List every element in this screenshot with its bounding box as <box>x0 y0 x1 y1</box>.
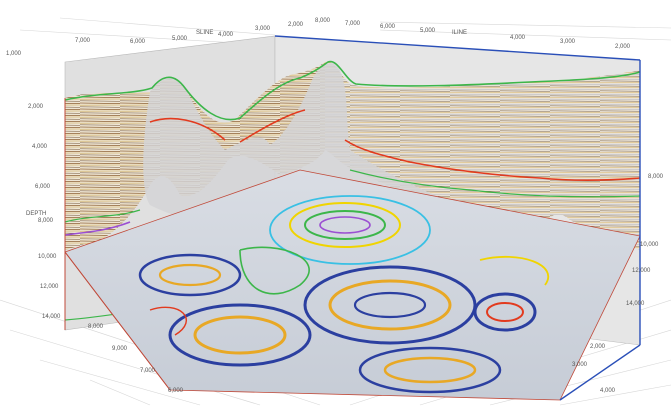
right-depth-tick: 8,000 <box>648 174 664 180</box>
bottom-right-tick: 3,000 <box>572 362 588 368</box>
top-right-tick: 3,000 <box>560 39 576 45</box>
green-horizon-low <box>64 169 641 223</box>
left-depth-tick: 14,000 <box>42 314 61 320</box>
top-far-tick: 3,000 <box>255 26 271 32</box>
bottom-right-tick: 2,000 <box>590 344 606 350</box>
top-far-tick: 7,000 <box>75 38 91 44</box>
top-right-tick: 6,000 <box>380 24 396 30</box>
left-depth-tick: 8,000 <box>38 218 54 224</box>
bottom-left-tick: 6,000 <box>168 388 184 394</box>
bottom-right-tick: 4,000 <box>600 388 616 394</box>
left-depth-tick: 10,000 <box>38 254 57 260</box>
top-right-tick: 4,000 <box>510 35 526 41</box>
left-depth-title: DEPTH <box>26 211 46 217</box>
bottom-left-tick: 7,000 <box>140 368 156 374</box>
right-depth-tick: 10,000 <box>640 242 659 248</box>
top-far-tick: 5,000 <box>172 36 188 42</box>
top-far-tick: 2,000 <box>288 22 304 28</box>
crossline-seismic-section <box>325 61 640 251</box>
top-far-tick: 6,000 <box>130 39 146 45</box>
cube-frame-red <box>64 98 171 391</box>
bottom-left-tick: 8,000 <box>88 324 104 330</box>
cube-frame <box>274 35 641 401</box>
horizon-lines <box>64 60 641 321</box>
right-depth-tick: 12,000 <box>632 268 651 274</box>
red-horizon <box>149 109 641 182</box>
top-left-corner-tick: 1,000 <box>6 51 22 57</box>
bottom-left-tick: 9,000 <box>112 346 128 352</box>
left-depth-tick: 6,000 <box>35 184 51 190</box>
top-right-tick: 2,000 <box>615 44 631 50</box>
top-right-tick: 7,000 <box>345 21 361 27</box>
top-right-tick: 5,000 <box>420 28 436 34</box>
right-depth-tick: 14,000 <box>626 301 645 307</box>
top-right-tick: 8,000 <box>315 18 331 24</box>
axis-title-sline: SLINE <box>196 30 213 36</box>
left-depth-tick: 2,000 <box>28 104 44 110</box>
depth-slice <box>64 169 641 401</box>
left-depth-tick: 4,000 <box>32 144 48 150</box>
green-horizon <box>64 60 641 121</box>
left-depth-tick: 12,000 <box>40 284 59 290</box>
top-far-tick: 4,000 <box>218 32 234 38</box>
axis-title-iline: ILINE <box>452 30 467 36</box>
